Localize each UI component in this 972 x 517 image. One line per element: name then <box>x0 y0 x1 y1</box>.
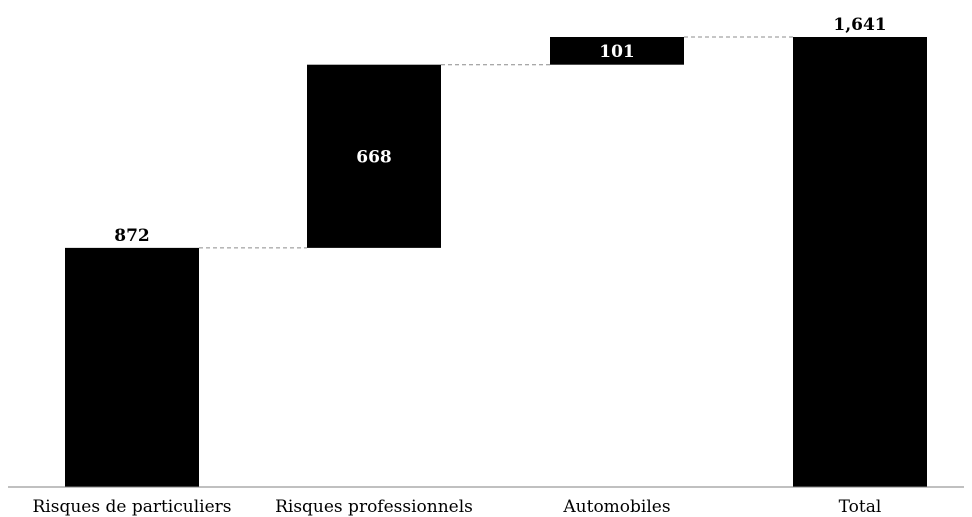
x-tick-label-2: Risques professionnels <box>275 497 473 517</box>
bar-4 <box>793 37 927 487</box>
value-labels: 872 668 101 1,641 <box>114 15 886 246</box>
value-label-3: 101 <box>599 42 635 62</box>
value-label-2: 668 <box>356 147 392 167</box>
x-tick-label-3: Automobiles <box>562 497 670 517</box>
value-label-4: 1,641 <box>833 15 886 35</box>
x-tick-labels: Risques de particuliers Risques professio… <box>33 497 882 517</box>
bar-2 <box>307 64 441 248</box>
x-tick-label-1: Risques de particuliers <box>33 497 232 517</box>
bar-1 <box>65 247 199 487</box>
bars <box>65 37 927 487</box>
bar-3 <box>550 37 684 65</box>
value-label-1: 872 <box>114 226 150 246</box>
x-tick-label-4: Total <box>839 497 882 517</box>
connector-lines <box>199 36 793 249</box>
